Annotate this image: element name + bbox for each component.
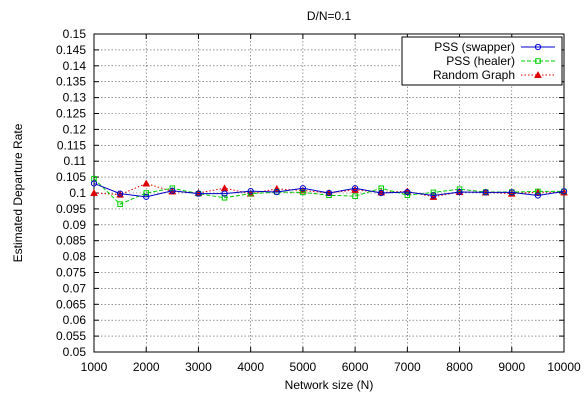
y-tick-label: 0.07 xyxy=(63,281,87,295)
x-tick-label: 4000 xyxy=(237,360,264,374)
data-point xyxy=(535,188,541,195)
legend: PSS (swapper)PSS (healer)Random Graph xyxy=(401,36,563,86)
data-point xyxy=(560,188,568,195)
data-point xyxy=(404,192,411,199)
data-point xyxy=(143,190,149,196)
data-point xyxy=(221,194,228,201)
data-point xyxy=(534,192,542,199)
y-tick-label: 0.11 xyxy=(64,154,87,168)
x-tick-label: 8000 xyxy=(446,360,473,374)
data-point xyxy=(351,185,360,193)
data-point xyxy=(90,180,98,187)
data-point xyxy=(142,179,151,187)
data-point xyxy=(482,189,489,196)
data-point xyxy=(352,193,358,199)
series-line xyxy=(93,182,565,198)
legend-swatch-marker xyxy=(535,58,541,64)
x-tick-label: 10000 xyxy=(547,360,581,374)
y-tick-label: 0.13 xyxy=(63,91,87,105)
y-tick-label: 0.05 xyxy=(63,345,87,359)
y-tick-label: 0.055 xyxy=(56,329,86,343)
y-tick-label: 0.075 xyxy=(56,266,86,280)
data-point xyxy=(221,190,228,197)
y-tick-label: 0.135 xyxy=(56,75,86,89)
y-tick-label: 0.105 xyxy=(56,170,86,184)
y-tick-label: 0.115 xyxy=(57,138,86,152)
axis-ticks: 0.05 0.055 0.06 0.065 0.070.075 0.08 0.085 0.09… xyxy=(56,27,581,374)
y-tick-label: 0.09 xyxy=(63,218,87,232)
data-point xyxy=(117,201,123,207)
y-tick-label: 0.08 xyxy=(63,250,87,264)
x-tick-label: 5000 xyxy=(290,360,317,374)
y-axis-label: Estimated Departure Rate xyxy=(11,123,25,262)
grid-lines xyxy=(94,34,564,352)
data-point xyxy=(430,189,437,196)
data-point xyxy=(169,187,176,194)
data-point xyxy=(116,190,124,197)
x-axis-label: Network size (N) xyxy=(285,378,374,392)
legend-label: PSS (swapper) xyxy=(434,40,515,54)
series-0 xyxy=(90,180,568,200)
legend-swatch-marker xyxy=(534,70,542,79)
x-tick-label: 6000 xyxy=(342,360,369,374)
data-point xyxy=(90,188,98,197)
data-point xyxy=(404,188,411,196)
y-tick-label: 0.065 xyxy=(56,297,86,311)
data-point xyxy=(195,190,202,197)
legend-label: Random Graph xyxy=(433,68,515,82)
x-tick-label: 3000 xyxy=(185,360,212,374)
data-point xyxy=(325,189,333,197)
x-tick-label: 7000 xyxy=(394,360,421,374)
data-point xyxy=(351,185,359,192)
chart-title: D/N=0.1 xyxy=(307,9,352,23)
data-point xyxy=(299,185,307,192)
y-tick-label: 0.1 xyxy=(69,186,86,200)
data-point xyxy=(247,187,254,195)
y-tick-label: 0.145 xyxy=(56,43,86,57)
y-tick-label: 0.12 xyxy=(63,122,87,136)
y-tick-label: 0.085 xyxy=(56,234,86,248)
data-point xyxy=(378,189,385,197)
series-layer xyxy=(90,175,568,207)
x-tick-label: 1000 xyxy=(81,360,108,374)
legend-label: PSS (healer) xyxy=(446,54,515,68)
data-point xyxy=(456,188,463,196)
data-point xyxy=(456,186,463,192)
data-point xyxy=(273,188,280,196)
y-tick-label: 0.14 xyxy=(63,59,87,73)
y-tick-label: 0.125 xyxy=(56,107,86,121)
data-point xyxy=(220,184,229,192)
data-point xyxy=(430,192,437,199)
x-tick-label: 2000 xyxy=(133,360,160,374)
data-point xyxy=(143,193,150,200)
y-tick-label: 0.06 xyxy=(63,313,87,327)
y-tick-label: 0.095 xyxy=(56,202,86,216)
y-tick-label: 0.15 xyxy=(63,27,87,41)
data-point xyxy=(508,189,515,196)
data-point xyxy=(300,189,306,196)
legend-swatch-marker xyxy=(534,43,542,51)
x-tick-label: 9000 xyxy=(498,360,525,374)
